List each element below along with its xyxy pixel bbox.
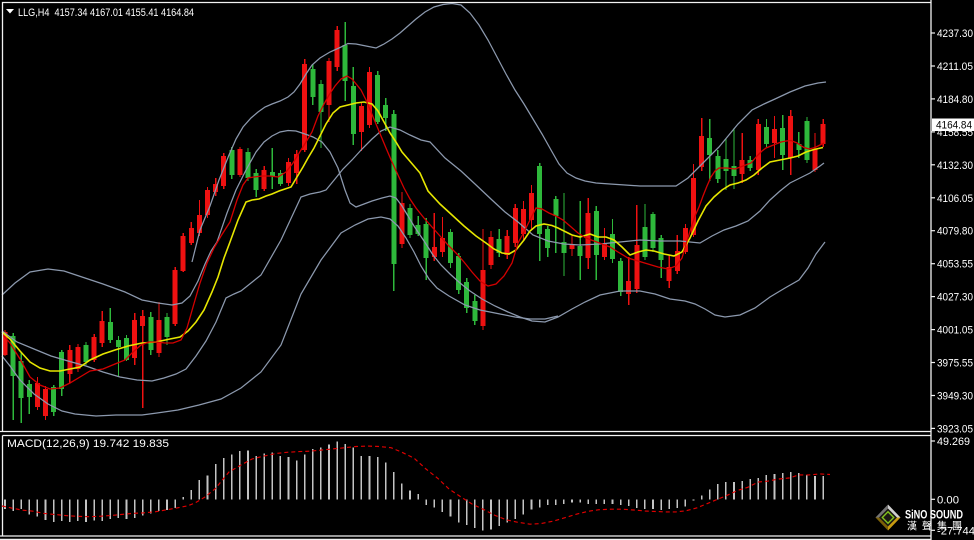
svg-text:4079.80: 4079.80 xyxy=(937,226,973,238)
svg-text:SiNO SOUND: SiNO SOUND xyxy=(905,508,963,522)
svg-text:4132.30: 4132.30 xyxy=(937,160,973,172)
svg-text:LLG,H4 4157.34 4167.01 4155.4: LLG,H4 4157.34 4167.01 4155.41 4164.84 xyxy=(18,7,194,19)
svg-text:3923.05: 3923.05 xyxy=(937,423,973,435)
svg-text:4237.30: 4237.30 xyxy=(937,28,973,40)
svg-text:4211.05: 4211.05 xyxy=(937,61,973,73)
svg-text:49.269: 49.269 xyxy=(937,436,970,448)
svg-text:MACD(12,26,9) 19.742 19.835: MACD(12,26,9) 19.742 19.835 xyxy=(7,438,169,450)
svg-text:3949.30: 3949.30 xyxy=(937,391,973,403)
svg-text:4053.55: 4053.55 xyxy=(937,259,973,271)
svg-text:4001.05: 4001.05 xyxy=(937,325,973,337)
svg-text:-27.744: -27.744 xyxy=(937,525,974,537)
svg-text:4164.84: 4164.84 xyxy=(936,120,972,132)
svg-text:3975.55: 3975.55 xyxy=(937,358,973,370)
svg-text:4106.05: 4106.05 xyxy=(937,193,973,205)
svg-text:0.00: 0.00 xyxy=(937,494,959,506)
svg-text:4027.30: 4027.30 xyxy=(937,292,973,304)
svg-text:4184.80: 4184.80 xyxy=(937,94,973,106)
